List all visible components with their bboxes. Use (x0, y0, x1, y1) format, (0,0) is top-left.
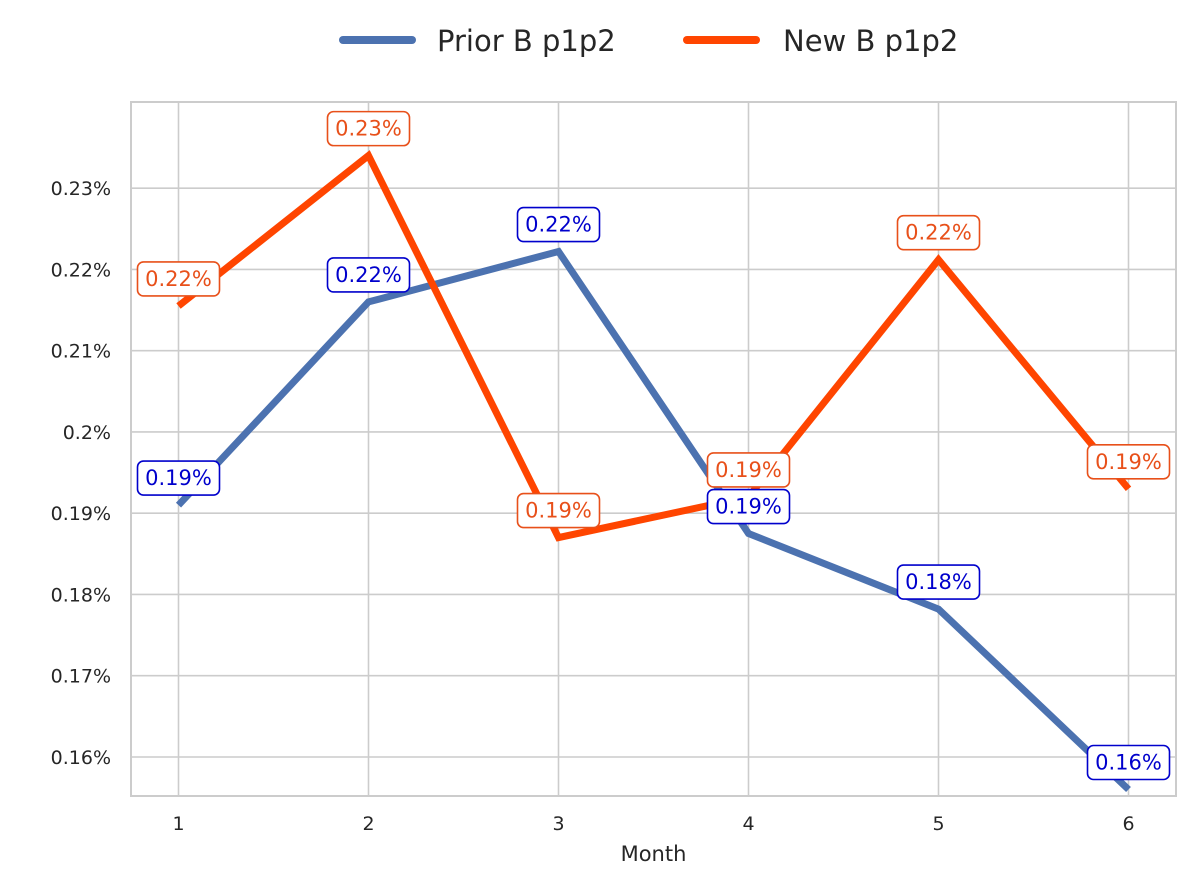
legend-entry: Prior B p1p2 (339, 24, 616, 58)
x-tick-label: 3 (552, 813, 564, 835)
data-label-box (896, 214, 981, 251)
data-label-text: 0.22% (335, 263, 402, 287)
data-label-text: 0.19% (1095, 450, 1162, 474)
data-label-text: 0.23% (335, 117, 402, 141)
data-label: 0.22% (896, 214, 981, 251)
data-label-text: 0.19% (525, 499, 592, 523)
data-label-box (706, 488, 791, 525)
legend-entry: New B p1p2 (683, 24, 958, 58)
y-tick-label: 0.19% (51, 503, 111, 525)
data-label: 0.19% (516, 492, 601, 529)
y-tick-label: 0.17% (51, 666, 111, 688)
data-label-box (1086, 744, 1171, 781)
data-label: 0.19% (136, 460, 221, 496)
x-axis-ticks: 1 2 3 4 5 6 (172, 813, 1134, 835)
legend-label: New B p1p2 (783, 24, 958, 58)
y-tick-label: 0.22% (51, 259, 111, 281)
data-label-box (326, 110, 411, 147)
data-label-text: 0.19% (145, 466, 212, 490)
data-labels: 0.19% 0.22% 0.22% 0.19% 0.18% 0.16% 0.22% 0.23%… (136, 110, 1171, 781)
data-label: 0.19% (1086, 444, 1171, 480)
data-label-box (326, 257, 411, 293)
data-label-text: 0.19% (715, 458, 782, 482)
plot-area-frame (130, 101, 1177, 797)
series-line-prior (175, 247, 1131, 793)
y-tick-label: 0.16% (51, 747, 111, 769)
series-line-new (176, 150, 1132, 542)
x-tick-label: 6 (1122, 813, 1134, 835)
y-tick-label: 0.21% (51, 341, 111, 363)
data-label: 0.16% (1086, 744, 1171, 781)
x-tick-label: 4 (742, 813, 754, 835)
data-label-box (136, 460, 221, 496)
data-label: 0.22% (516, 206, 601, 243)
data-label-box (516, 492, 601, 529)
data-label-text: 0.18% (905, 570, 972, 594)
data-label-text: 0.19% (715, 495, 782, 519)
y-tick-label: 0.2% (63, 422, 111, 444)
data-label: 0.18% (896, 564, 981, 600)
data-label-text: 0.22% (145, 267, 212, 291)
y-axis-ticks: 0.16% 0.17% 0.18% 0.19% 0.2% 0.21% 0.22% 0.23% (51, 178, 111, 769)
x-axis-title: Month (621, 842, 687, 866)
data-label-box (516, 206, 601, 243)
data-label-text: 0.16% (1095, 750, 1162, 774)
x-tick-label: 1 (172, 813, 184, 835)
gridlines (131, 102, 1176, 796)
data-label: 0.23% (326, 110, 411, 147)
data-label-text: 0.22% (525, 213, 592, 237)
series-lines (175, 150, 1132, 793)
data-label-text: 0.22% (905, 221, 972, 245)
data-label-box (706, 452, 791, 488)
y-tick-label: 0.23% (51, 178, 111, 200)
data-label-box (896, 564, 981, 600)
data-label-box (1086, 444, 1171, 480)
data-label: 0.22% (326, 257, 411, 293)
data-label: 0.19% (706, 488, 791, 525)
x-tick-label: 5 (932, 813, 944, 835)
data-label-box (136, 261, 221, 297)
legend-label: Prior B p1p2 (437, 24, 616, 58)
data-label: 0.22% (136, 261, 221, 297)
legend: Prior B p1p2 New B p1p2 (339, 24, 958, 58)
x-tick-label: 2 (362, 813, 374, 835)
y-tick-label: 0.18% (51, 584, 111, 606)
data-label: 0.19% (706, 452, 791, 488)
